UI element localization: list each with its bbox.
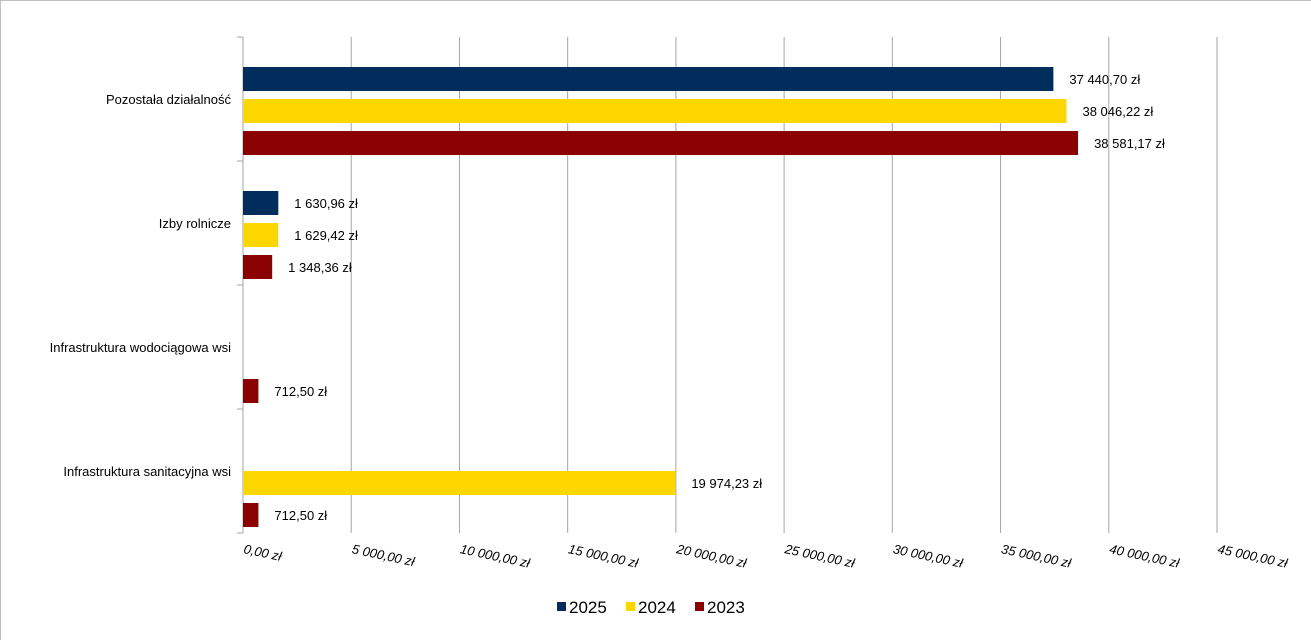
bar-2024 xyxy=(243,223,279,247)
data-label: 1 348,36 zł xyxy=(288,260,352,275)
data-labels: 37 440,70 zł 38 046,22 zł 38 581,17 zł 1 63… xyxy=(274,72,1165,523)
x-tick-label: 0,00 zł xyxy=(242,541,284,564)
category-label: Infrastruktura wodociągowa wsi xyxy=(50,340,231,355)
axes xyxy=(237,36,244,534)
category-label: Infrastruktura sanitacyjna wsi xyxy=(63,464,231,479)
legend: 2025 2024 2023 xyxy=(557,598,745,617)
data-label: 38 581,17 zł xyxy=(1094,136,1165,151)
x-tick-label: 25 000,00 zł xyxy=(783,541,857,571)
category-label: Izby rolnicze xyxy=(159,216,231,231)
bars xyxy=(243,67,1079,527)
category-label: Pozostała działalność xyxy=(106,92,232,107)
legend-label-2023: 2023 xyxy=(707,598,745,617)
x-tick-label: 5 000,00 zł xyxy=(351,541,417,569)
x-tick-labels: 0,00 zł 5 000,00 zł 10 000,00 zł 15 000,00 … xyxy=(242,541,1289,571)
data-label: 712,50 zł xyxy=(274,508,327,523)
data-label: 38 046,22 zł xyxy=(1082,104,1153,119)
bar-2024 xyxy=(243,471,676,495)
legend-swatch-2023 xyxy=(695,602,704,611)
bar-2025 xyxy=(243,191,279,215)
data-label: 712,50 zł xyxy=(274,384,327,399)
bar-2025 xyxy=(243,67,1054,91)
x-tick-label: 45 000,00 zł xyxy=(1216,541,1289,571)
x-tick-label: 35 000,00 zł xyxy=(1000,541,1073,571)
legend-swatch-2025 xyxy=(557,602,566,611)
bar-2023 xyxy=(243,379,259,403)
bar-2023 xyxy=(243,131,1079,155)
x-tick-label: 15 000,00 zł xyxy=(567,541,640,571)
bar-2023 xyxy=(243,503,259,527)
x-tick-label: 40 000,00 zł xyxy=(1108,541,1181,571)
x-tick-label: 10 000,00 zł xyxy=(459,541,532,571)
legend-label-2025: 2025 xyxy=(569,598,607,617)
category-labels: Pozostała działalność Izby rolnicze Infras… xyxy=(50,92,232,479)
x-tick-label: 20 000,00 zł xyxy=(674,541,748,571)
data-label: 37 440,70 zł xyxy=(1069,72,1140,87)
bar-2023 xyxy=(243,255,273,279)
legend-swatch-2024 xyxy=(626,602,635,611)
data-label: 1 629,42 zł xyxy=(294,228,358,243)
bar-2024 xyxy=(243,99,1067,123)
data-label: 1 630,96 zł xyxy=(294,196,358,211)
x-tick-label: 30 000,00 zł xyxy=(892,541,965,571)
data-label: 19 974,23 zł xyxy=(691,476,762,491)
legend-label-2024: 2024 xyxy=(638,598,676,617)
